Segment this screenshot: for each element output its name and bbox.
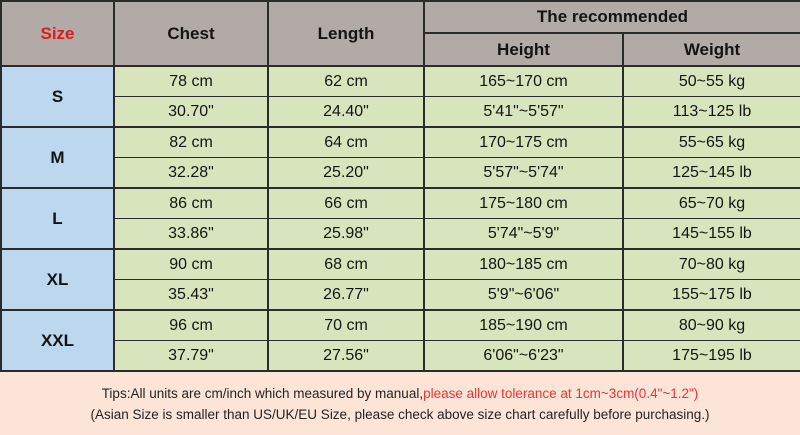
weight-lb: 125~145 lb <box>622 157 800 189</box>
length-in: 24.40" <box>267 96 425 128</box>
chest-cm: 82 cm <box>113 126 269 158</box>
length-cm: 68 cm <box>267 248 425 280</box>
table-row-m-inch: 32.28" 25.20" 5'57"~5'74" 125~145 lb <box>1 157 800 189</box>
chest-cm: 96 cm <box>113 309 269 341</box>
length-in: 25.20" <box>267 157 425 189</box>
tips-line1-red: please allow tolerance at 1cm~3cm(0.4"~1… <box>423 385 699 401</box>
weight-lb: 145~155 lb <box>622 218 800 250</box>
table-row-xl-cm: XL 90 cm 68 cm 180~185 cm 70~80 kg <box>0 248 800 311</box>
size-label-xl: XL <box>0 248 115 311</box>
table-row-s-cm: S 78 cm 62 cm 165~170 cm 50~55 kg <box>0 65 800 128</box>
length-in: 27.56" <box>267 340 425 372</box>
chest-in: 33.86" <box>113 218 269 250</box>
length-cm: 70 cm <box>267 309 425 341</box>
weight-kg: 65~70 kg <box>622 187 800 219</box>
table-row-xxl-cm: XXL 96 cm 70 cm 185~190 cm 80~90 kg <box>0 309 800 372</box>
chest-cm: 86 cm <box>113 187 269 219</box>
length-in: 26.77" <box>267 279 425 311</box>
chest-cm: 90 cm <box>113 248 269 280</box>
size-label-m: M <box>0 126 115 189</box>
table-row-m-cm: M 82 cm 64 cm 170~175 cm 55~65 kg <box>0 126 800 189</box>
height-cm: 180~185 cm <box>423 248 624 280</box>
height-in: 6'06"~6'23" <box>423 340 624 372</box>
tips-line1-black: Tips:All units are cm/inch which measure… <box>101 385 424 401</box>
length-in: 25.98" <box>267 218 425 250</box>
chest-in: 35.43" <box>113 279 269 311</box>
height-in: 5'41"~5'57" <box>423 96 624 128</box>
header-weight: Weight <box>622 32 800 67</box>
table-row-l-inch: 33.86" 25.98" 5'74"~5'9" 145~155 lb <box>1 218 800 250</box>
height-cm: 175~180 cm <box>423 187 624 219</box>
size-label-s: S <box>0 65 115 128</box>
header-chest: Chest <box>113 0 269 67</box>
tips-line1: Tips:All units are cm/inch which measure… <box>102 383 699 404</box>
length-cm: 64 cm <box>267 126 425 158</box>
weight-kg: 80~90 kg <box>622 309 800 341</box>
header-height: Height <box>423 32 624 67</box>
height-in: 5'9"~6'06" <box>423 279 624 311</box>
height-cm: 165~170 cm <box>423 65 624 97</box>
chest-cm: 78 cm <box>113 65 269 97</box>
length-cm: 66 cm <box>267 187 425 219</box>
header-recommended: The recommended <box>423 0 800 34</box>
chest-in: 37.79" <box>113 340 269 372</box>
height-cm: 185~190 cm <box>423 309 624 341</box>
weight-kg: 70~80 kg <box>622 248 800 280</box>
length-cm: 62 cm <box>267 65 425 97</box>
height-cm: 170~175 cm <box>423 126 624 158</box>
table-row-s-inch: 30.70" 24.40" 5'41"~5'57" 113~125 lb <box>1 96 800 128</box>
weight-kg: 55~65 kg <box>622 126 800 158</box>
weight-lb: 175~195 lb <box>622 340 800 372</box>
size-label-xxl: XXL <box>0 309 115 372</box>
tips-footer: Tips:All units are cm/inch which measure… <box>0 372 800 435</box>
table-row-xl-inch: 35.43" 26.77" 5'9"~6'06" 155~175 lb <box>1 279 800 311</box>
table-row-l-cm: L 86 cm 66 cm 175~180 cm 65~70 kg <box>0 187 800 250</box>
weight-lb: 155~175 lb <box>622 279 800 311</box>
header-length: Length <box>267 0 425 67</box>
tips-line2: (Asian Size is smaller than US/UK/EU Siz… <box>90 406 710 422</box>
size-label-l: L <box>0 187 115 250</box>
chest-in: 32.28" <box>113 157 269 189</box>
height-in: 5'57"~5'74" <box>423 157 624 189</box>
table-row-xxl-inch: 37.79" 27.56" 6'06"~6'23" 175~195 lb <box>1 340 800 372</box>
header-size: Size <box>0 0 115 67</box>
size-table: Size Chest Length The recommended Height… <box>0 0 800 372</box>
chest-in: 30.70" <box>113 96 269 128</box>
weight-kg: 50~55 kg <box>622 65 800 97</box>
height-in: 5'74"~5'9" <box>423 218 624 250</box>
weight-lb: 113~125 lb <box>622 96 800 128</box>
